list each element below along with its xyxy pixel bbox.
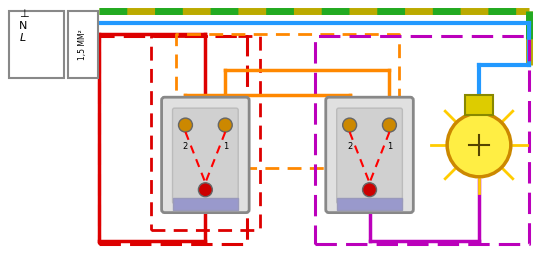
Circle shape bbox=[343, 118, 356, 132]
Text: ⊥: ⊥ bbox=[19, 9, 29, 18]
Text: N: N bbox=[19, 21, 28, 31]
Text: 1: 1 bbox=[223, 142, 228, 152]
Bar bbox=[68, 11, 98, 78]
Text: 1,5 MM²: 1,5 MM² bbox=[79, 29, 87, 60]
Circle shape bbox=[383, 118, 397, 132]
Circle shape bbox=[178, 118, 192, 132]
FancyBboxPatch shape bbox=[173, 108, 238, 204]
Text: 1: 1 bbox=[387, 142, 392, 152]
Text: L: L bbox=[19, 33, 26, 43]
Circle shape bbox=[218, 118, 232, 132]
Bar bbox=[336, 198, 402, 210]
Circle shape bbox=[363, 183, 377, 197]
Bar bbox=[465, 95, 493, 115]
Circle shape bbox=[447, 113, 511, 177]
Text: 2: 2 bbox=[347, 142, 352, 152]
Circle shape bbox=[198, 183, 212, 197]
FancyBboxPatch shape bbox=[162, 97, 249, 213]
Text: 2: 2 bbox=[183, 142, 188, 152]
Bar bbox=[9, 11, 64, 78]
Bar bbox=[173, 198, 238, 210]
FancyBboxPatch shape bbox=[336, 108, 402, 204]
FancyBboxPatch shape bbox=[326, 97, 413, 213]
